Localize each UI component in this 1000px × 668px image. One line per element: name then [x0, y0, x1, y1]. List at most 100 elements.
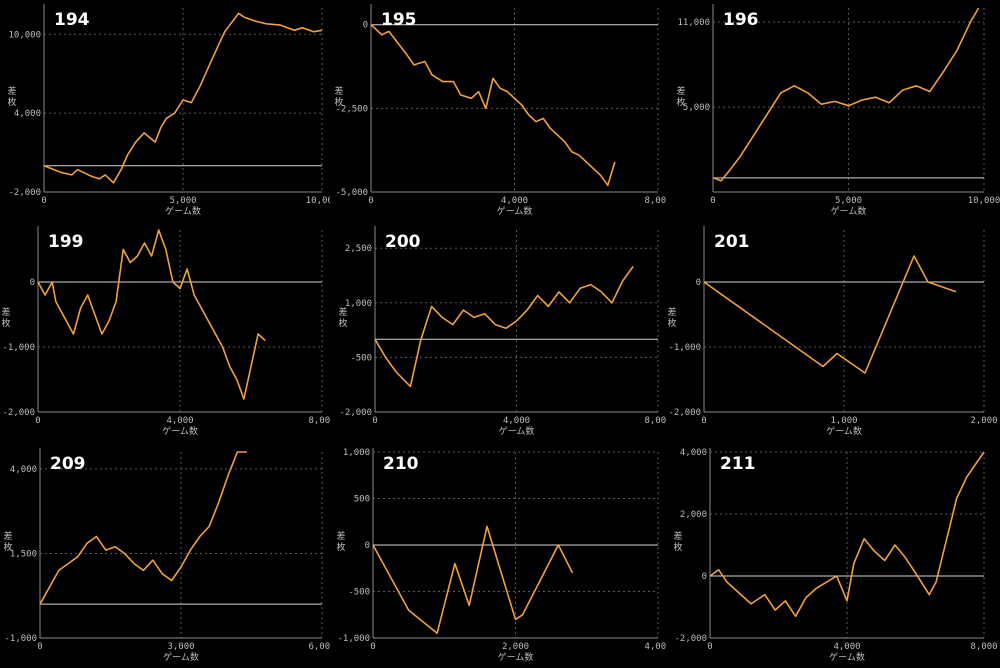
- y-tick-label: 4,000: [10, 465, 37, 475]
- y-axis-label: 差枚: [3, 530, 12, 553]
- x-tick-label: 4,000: [166, 416, 193, 426]
- chart-panel-194: -2,000 4,000 10,000 0 5,000 10,000 ゲーム数 差枚 194: [0, 0, 330, 222]
- chart-panel-200: -2,000 -500 1,000 2,500 0 4,000 8,000 ゲーム数 差枚 200: [333, 222, 666, 444]
- x-tick-label: 0: [710, 196, 715, 206]
- panel-number: 195: [381, 10, 417, 30]
- panel-number: 201: [714, 232, 750, 252]
- y-axis-label: 差枚: [1, 306, 10, 329]
- x-tick-label: 0: [372, 416, 377, 426]
- chart-svg: -2,000 -1,000 0 0 4,000 8,000 ゲーム数 差枚: [1, 226, 330, 437]
- x-axis-label: ゲーム数: [829, 651, 865, 663]
- y-tick-label: 0: [30, 278, 35, 288]
- panel-number: 211: [720, 454, 756, 474]
- panel-number: 200: [385, 232, 421, 252]
- y-axis-label: 差枚: [334, 85, 343, 108]
- x-axis-label: ゲーム数: [497, 205, 533, 217]
- y-tick-label: -500: [348, 588, 370, 598]
- y-axis-label: 差枚: [338, 306, 347, 329]
- y-axis-label: 差枚: [668, 306, 677, 329]
- chart-panel-209: -1,000 1,500 4,000 0 3,000 6,000 ゲーム数 差枚 209: [0, 444, 330, 668]
- y-tick-label: 4,000: [14, 109, 41, 119]
- y-tick-label: -2,000: [8, 188, 41, 198]
- y-tick-label: -2,000: [668, 408, 701, 418]
- y-tick-label: -1,000: [2, 343, 35, 353]
- panel-number: 196: [723, 10, 759, 30]
- y-axis-label-char: 枚: [7, 96, 16, 108]
- y-tick-label: -1,000: [668, 343, 701, 353]
- series-line: [703, 255, 957, 374]
- y-tick-label: -2,500: [335, 104, 368, 114]
- series-line: [39, 451, 247, 605]
- y-axis-label-char: 差: [3, 530, 12, 542]
- x-tick-label: 8,000: [308, 416, 330, 426]
- chart-panel-201: -2,000 -1,000 0 0 1,000 2,000 ゲーム数 差枚 201: [668, 222, 1000, 444]
- series-line: [370, 24, 616, 187]
- x-tick-label: 4,000: [503, 416, 530, 426]
- x-tick-label: 4,000: [644, 642, 666, 652]
- x-tick-label: 4,000: [833, 642, 860, 652]
- y-axis-label-char: 差: [673, 530, 682, 542]
- chart-panel-195: -5,000 -2,500 0 0 4,000 8,000 ゲーム数 差枚 195: [333, 0, 666, 222]
- panel-number: 194: [54, 10, 90, 30]
- y-tick-label: 0: [365, 541, 370, 551]
- y-axis-label-char: 差: [338, 306, 347, 318]
- y-tick-label: 0: [696, 278, 701, 288]
- chart-svg: -5,000 -2,500 0 0 4,000 8,000 ゲーム数 差枚: [334, 4, 666, 217]
- x-axis-label: ゲーム数: [826, 425, 862, 437]
- y-tick-label: -2,000: [2, 408, 35, 418]
- y-tick-label: 1,000: [343, 448, 370, 458]
- series-line: [709, 451, 985, 618]
- y-tick-label: 11,000: [677, 18, 710, 28]
- y-axis-label-char: 差: [7, 85, 16, 97]
- chart-svg: -1,000 -500 0 500 1,000 0 2,000 4,000 ゲーム数 差枚: [336, 448, 666, 663]
- y-tick-label: 2,500: [345, 244, 372, 254]
- x-tick-label: 1,000: [830, 416, 857, 426]
- y-axis-label-char: 枚: [338, 317, 347, 329]
- x-tick-label: 0: [37, 642, 42, 652]
- y-tick-label: -5,000: [335, 188, 368, 198]
- series-line: [372, 525, 574, 635]
- x-tick-label: 4,000: [501, 196, 528, 206]
- x-axis-label: ゲーム数: [831, 205, 867, 217]
- x-tick-label: 2,000: [970, 416, 997, 426]
- x-axis-label: ゲーム数: [163, 651, 199, 663]
- y-axis-label-char: 枚: [336, 541, 345, 553]
- series-line: [43, 12, 323, 184]
- y-axis-label-char: 枚: [334, 96, 343, 108]
- x-tick-label: 0: [701, 416, 706, 426]
- x-tick-label: 8,000: [644, 196, 666, 206]
- y-tick-label: 1,500: [10, 549, 37, 559]
- y-tick-label: 0: [702, 572, 707, 582]
- x-tick-label: 3,000: [167, 642, 194, 652]
- y-tick-label: 4,000: [680, 448, 707, 458]
- y-tick-label: -1,000: [4, 634, 37, 644]
- x-tick-label: 6,000: [308, 642, 330, 652]
- x-axis-label: ゲーム数: [165, 205, 201, 217]
- series-line: [37, 229, 266, 400]
- y-tick-label: 10,000: [8, 30, 41, 40]
- chart-panel-211: -2,000 0 2,000 4,000 0 4,000 8,000 ゲーム数 差枚 211: [668, 444, 1000, 668]
- y-axis-label-char: 差: [668, 306, 677, 318]
- y-tick-label: -2,000: [339, 408, 372, 418]
- x-axis-label: ゲーム数: [162, 425, 198, 437]
- y-axis-label-char: 差: [336, 530, 345, 542]
- y-axis-label: 差枚: [673, 530, 682, 553]
- panel-number: 210: [383, 454, 419, 474]
- x-tick-label: 5,000: [835, 196, 862, 206]
- x-tick-label: 0: [368, 196, 373, 206]
- x-tick-label: 8,000: [644, 416, 666, 426]
- y-axis-label-char: 枚: [1, 317, 10, 329]
- y-tick-label: -500: [350, 353, 372, 363]
- y-tick-label: 500: [354, 495, 370, 505]
- chart-svg: -2,000 4,000 10,000 0 5,000 10,000 ゲーム数 差枚: [7, 4, 330, 217]
- x-tick-label: 10,000: [968, 196, 1000, 206]
- chart-panel-210: -1,000 -500 0 500 1,000 0 2,000 4,000 ゲーム数 差枚 210: [333, 444, 666, 668]
- x-tick-label: 10,000: [306, 196, 330, 206]
- y-axis-label: 差枚: [336, 530, 345, 553]
- y-axis-label-char: 枚: [676, 96, 685, 108]
- x-tick-label: 0: [707, 642, 712, 652]
- y-axis-label: 差枚: [676, 85, 685, 108]
- y-axis-label-char: 枚: [673, 541, 682, 553]
